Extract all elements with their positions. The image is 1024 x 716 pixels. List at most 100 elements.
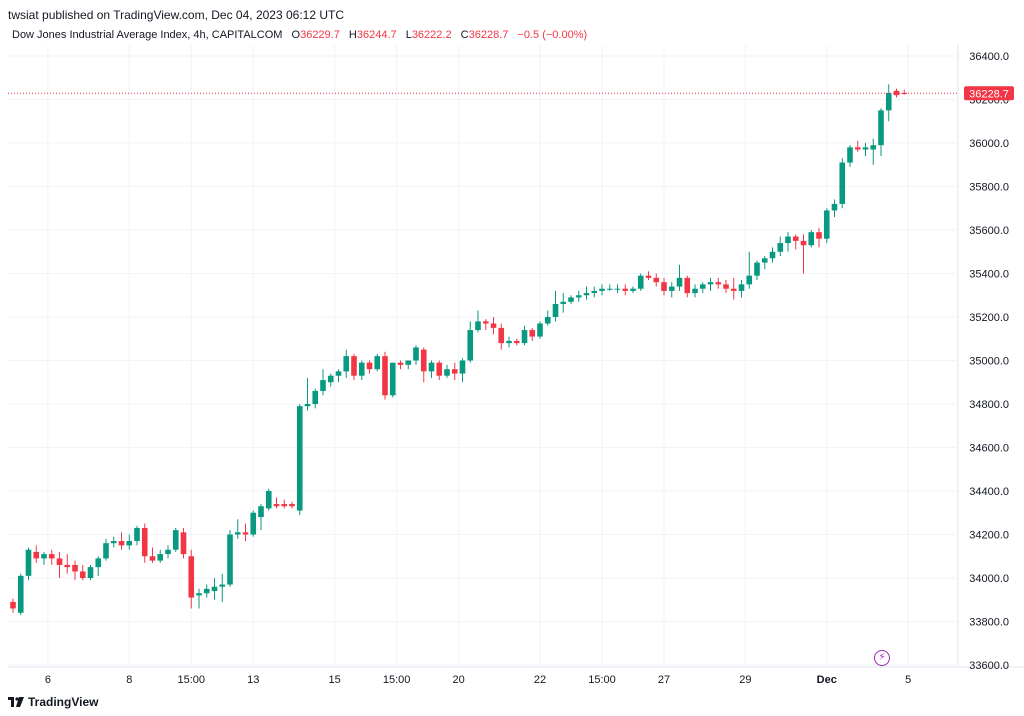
candle-body	[575, 295, 582, 298]
open-value: 36229.7	[300, 29, 340, 41]
y-tick-label: 34600.0	[969, 443, 1009, 455]
candle-body	[436, 362, 443, 376]
candle-body	[17, 575, 24, 613]
y-tick-label: 35000.0	[969, 356, 1009, 368]
candle-body	[141, 527, 148, 557]
candle-body	[273, 504, 280, 507]
candle-body	[219, 584, 226, 587]
candle-body	[265, 491, 272, 509]
candle-body	[661, 282, 667, 291]
candle-body	[87, 567, 94, 578]
candle-body	[839, 162, 846, 204]
candle-body	[157, 554, 164, 561]
candle-body	[637, 275, 644, 289]
candle-body	[475, 321, 481, 331]
candle-body	[653, 277, 660, 283]
y-tick-label: 34000.0	[969, 573, 1009, 585]
candle-body	[126, 541, 133, 546]
candle-body	[723, 284, 729, 289]
x-tick-label: 15:00	[588, 674, 616, 686]
candle-body	[180, 532, 187, 555]
candle-body	[785, 236, 791, 244]
candle-body	[676, 277, 683, 287]
y-tick-label: 33800.0	[969, 617, 1009, 629]
candle-body	[103, 543, 109, 559]
candle-body	[234, 532, 241, 535]
candle-body	[118, 541, 125, 546]
lightning-icon[interactable]: ⚡	[874, 650, 890, 666]
candle-body	[64, 564, 71, 568]
candle-body	[467, 330, 474, 361]
x-tick-label: 5	[905, 674, 911, 686]
candle-body	[134, 527, 140, 542]
candle-body	[552, 303, 559, 317]
candle-body	[761, 258, 768, 263]
x-tick-label: 8	[126, 674, 132, 686]
x-tick-label: 20	[453, 674, 465, 686]
candle-body	[358, 362, 365, 376]
candle-body	[885, 92, 892, 111]
candle-body	[482, 321, 489, 324]
candle-body	[56, 558, 63, 565]
candle-body	[668, 286, 675, 291]
candle-body	[296, 406, 303, 511]
y-tick-label: 35800.0	[969, 182, 1009, 194]
candle-body	[769, 251, 776, 259]
candle-body	[281, 504, 288, 507]
y-tick-label: 36400.0	[969, 51, 1009, 63]
candle-body	[48, 554, 55, 559]
candle-body	[149, 556, 156, 561]
candle-body	[211, 586, 218, 592]
candle-body	[831, 203, 838, 211]
y-tick-label: 34800.0	[969, 399, 1009, 411]
candle-body	[196, 593, 202, 596]
candle-body	[405, 360, 412, 365]
candle-body	[754, 262, 760, 276]
y-tick-label: 34200.0	[969, 530, 1009, 542]
tradingview-logo: TradingView	[8, 695, 98, 709]
candle-body	[459, 360, 466, 374]
y-tick-label: 35400.0	[969, 269, 1009, 281]
candle-body	[544, 317, 551, 324]
candle-body	[490, 323, 497, 328]
candle-body	[366, 362, 373, 370]
y-tick-label: 35200.0	[969, 312, 1009, 324]
candle-body	[777, 243, 784, 252]
candle-body	[808, 232, 815, 246]
x-tick-label: 13	[247, 674, 259, 686]
candle-body	[854, 147, 861, 150]
x-tick-label: Dec	[817, 674, 837, 686]
candle-body	[746, 275, 753, 285]
candle-body	[95, 558, 102, 568]
candle-body	[622, 288, 629, 291]
y-tick-label: 36000.0	[969, 138, 1009, 150]
candle-body	[862, 147, 869, 150]
candle-body	[560, 301, 567, 304]
open-key: O	[291, 29, 301, 41]
candle-body	[312, 390, 319, 404]
candle-body	[382, 356, 388, 396]
candle-body	[599, 288, 605, 291]
candle-body	[203, 588, 210, 594]
tradingview-mark-icon	[8, 697, 24, 707]
y-tick-label: 35600.0	[969, 225, 1009, 237]
x-tick-label: 22	[534, 674, 546, 686]
y-tick-label: 33600.0	[969, 660, 1009, 672]
candle-body	[699, 284, 706, 289]
candle-body	[289, 504, 295, 507]
candle-body	[444, 369, 450, 376]
y-tick-label: 34400.0	[969, 486, 1009, 498]
x-tick-label: 15:00	[177, 674, 205, 686]
candle-body	[397, 362, 404, 365]
last-price-tag	[964, 86, 1014, 101]
candle-body	[389, 362, 396, 396]
candle-body	[250, 512, 257, 535]
candle-body	[242, 532, 249, 535]
candle-body	[451, 369, 458, 374]
candle-body	[823, 210, 830, 239]
candle-body	[614, 288, 621, 290]
x-tick-label: 15	[329, 674, 341, 686]
candle-body	[537, 323, 543, 337]
candle-body	[847, 147, 853, 163]
